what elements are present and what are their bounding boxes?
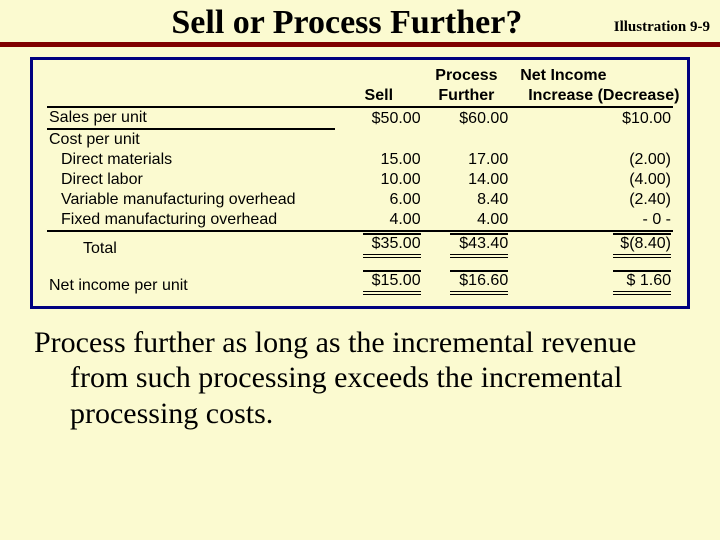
cell-process: 4.00	[423, 210, 511, 231]
cell-sell: $35.00	[363, 233, 421, 258]
row-variable-overhead: Variable manufacturing overhead 6.00 8.4…	[47, 190, 673, 210]
cell-net: (2.00)	[510, 150, 673, 170]
row-cost-header: Cost per unit	[47, 129, 673, 150]
cell-label: Total	[47, 231, 335, 259]
row-net-income: Net income per unit $15.00 $16.60 $ 1.60	[47, 269, 673, 296]
conclusion-paragraph: Process further as long as the increment…	[34, 325, 686, 431]
cell-net: (4.00)	[510, 170, 673, 190]
cell-sell: $50.00	[335, 107, 423, 129]
col-net-l2: Increase (Decrease)	[510, 86, 673, 107]
cell-process: 8.40	[423, 190, 511, 210]
cell-process: 17.00	[423, 150, 511, 170]
cell-net: $(8.40)	[613, 233, 671, 258]
cell-label: Variable manufacturing overhead	[47, 190, 335, 210]
row-direct-materials: Direct materials 15.00 17.00 (2.00)	[47, 150, 673, 170]
cell-label: Direct labor	[47, 170, 335, 190]
row-direct-labor: Direct labor 10.00 14.00 (4.00)	[47, 170, 673, 190]
financial-table-frame: Process Net Income Sell Further Increase…	[30, 57, 690, 309]
slide-title: Sell or Process Further?	[10, 4, 614, 42]
row-fixed-overhead: Fixed manufacturing overhead 4.00 4.00 -…	[47, 210, 673, 231]
illustration-label: Illustration 9-9	[614, 19, 710, 42]
cell-label: Sales per unit	[47, 107, 335, 129]
conclusion-text: Process further as long as the increment…	[0, 317, 720, 431]
cell-net: $10.00	[510, 107, 673, 129]
cell-label: Net income per unit	[47, 269, 335, 296]
cell-process: $43.40	[450, 233, 508, 258]
row-total-cost: Total $35.00 $43.40 $(8.40)	[47, 231, 673, 259]
table-header-row-2: Sell Further Increase (Decrease)	[47, 86, 673, 107]
title-bar: Sell or Process Further? Illustration 9-…	[0, 0, 720, 47]
col-process-l2: Further	[423, 86, 511, 107]
cell-process: 14.00	[423, 170, 511, 190]
cell-label: Cost per unit	[47, 129, 335, 150]
cell-label: Direct materials	[47, 150, 335, 170]
table-header-row-1: Process Net Income	[47, 66, 673, 86]
cell-net: $ 1.60	[613, 270, 671, 295]
cell-sell: 15.00	[335, 150, 423, 170]
row-sales: Sales per unit $50.00 $60.00 $10.00	[47, 107, 673, 129]
cell-process: $60.00	[423, 107, 511, 129]
col-sell: Sell	[335, 86, 423, 107]
col-process-l1: Process	[423, 66, 511, 86]
cell-sell: 10.00	[335, 170, 423, 190]
cell-net: - 0 -	[510, 210, 673, 231]
cell-sell: $15.00	[363, 270, 421, 295]
cell-process: $16.60	[450, 270, 508, 295]
cell-label: Fixed manufacturing overhead	[47, 210, 335, 231]
cell-sell: 6.00	[335, 190, 423, 210]
sell-or-process-table: Process Net Income Sell Further Increase…	[47, 66, 673, 296]
col-net-l1: Net Income	[510, 66, 673, 86]
cell-sell: 4.00	[335, 210, 423, 231]
cell-net: (2.40)	[510, 190, 673, 210]
